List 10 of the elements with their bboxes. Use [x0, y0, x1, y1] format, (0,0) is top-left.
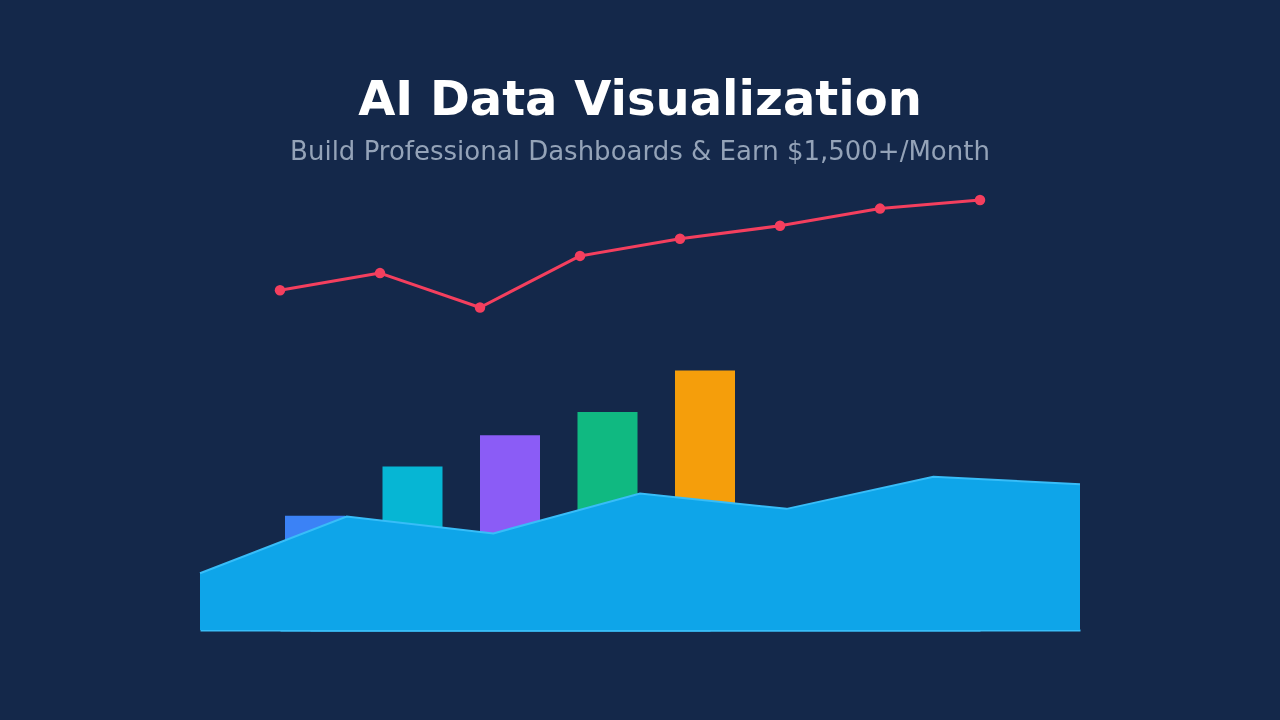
point: [574, 250, 586, 262]
point: [974, 194, 986, 206]
chart-title: AI Data Visualization: [358, 69, 922, 126]
point: [874, 203, 886, 214]
point: [674, 233, 686, 244]
point: [274, 285, 286, 296]
chart-subtitle: Build Professional Dashboards & Earn $1,500+/Month: [290, 135, 990, 166]
point: [774, 220, 786, 232]
point: [374, 267, 386, 279]
point: [474, 302, 486, 313]
